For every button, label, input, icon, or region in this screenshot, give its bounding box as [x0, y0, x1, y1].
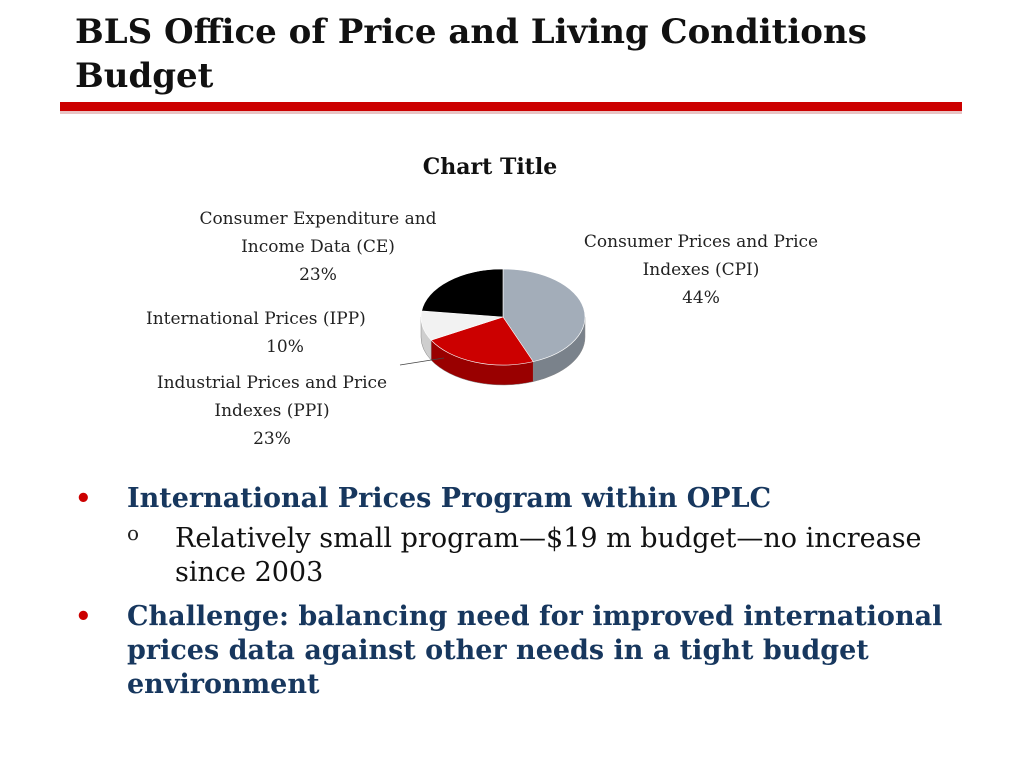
title-underline [60, 102, 962, 111]
sub-bullet-marker: o [127, 521, 140, 545]
data-label-line: Indexes (CPI) [643, 260, 760, 280]
bullet-marker: • [75, 602, 92, 632]
pie-top [420, 268, 586, 366]
data-label-line: Indexes (PPI) [214, 401, 329, 421]
data-label-line: Industrial Prices and Price [157, 373, 387, 393]
data-label-ce: Consumer Expenditure and Income Data (CE) [199, 209, 436, 257]
pie-chart: Chart Title Consumer Prices and Price Ind… [146, 154, 818, 449]
data-label-line: Consumer Prices and Price [584, 232, 818, 252]
data-label-cpi: Consumer Prices and Price Indexes (CPI) [584, 232, 818, 280]
bullet-item-challenge: • Challenge: balancing need for improved… [75, 600, 955, 702]
data-label-ipp: International Prices (IPP) [146, 309, 366, 329]
data-label-percent-cpi: 44% [682, 288, 720, 308]
pie-labels: Consumer Prices and Price Indexes (CPI) 44… [146, 209, 818, 449]
chart-title: Chart Title [423, 154, 557, 180]
data-label-percent-ce: 23% [299, 265, 337, 285]
bullet-text: Challenge: balancing need for improved i… [127, 601, 943, 700]
pie-slice-ce [421, 268, 504, 318]
data-label-line: International Prices (IPP) [146, 309, 366, 329]
pie-slice-ppi [430, 316, 534, 366]
data-label-ppi: Industrial Prices and Price Indexes (PPI) [157, 373, 387, 421]
bullet-item-oplc: • International Prices Program within OP… [75, 482, 955, 590]
sub-bullet-text: Relatively small program—$19 m budget—no… [175, 523, 922, 588]
sub-bullet-item-budget: o Relatively small program—$19 m budget—… [127, 521, 955, 590]
data-label-percent-ipp: 10% [266, 337, 304, 357]
pie-slice-cpi [502, 268, 586, 362]
title-underline-shadow [60, 111, 962, 114]
bullet-list: • International Prices Program within OP… [75, 482, 955, 710]
data-label-line: Income Data (CE) [241, 237, 395, 257]
data-label-percent-ppi: 23% [253, 429, 291, 449]
slide-title: BLS Office of Price and Living Condition… [75, 12, 867, 96]
data-label-line: Consumer Expenditure and [199, 209, 436, 229]
leader-line-ppi [399, 357, 445, 366]
bullet-text: International Prices Program within OPLC [127, 483, 772, 514]
bullet-marker: • [75, 484, 92, 514]
